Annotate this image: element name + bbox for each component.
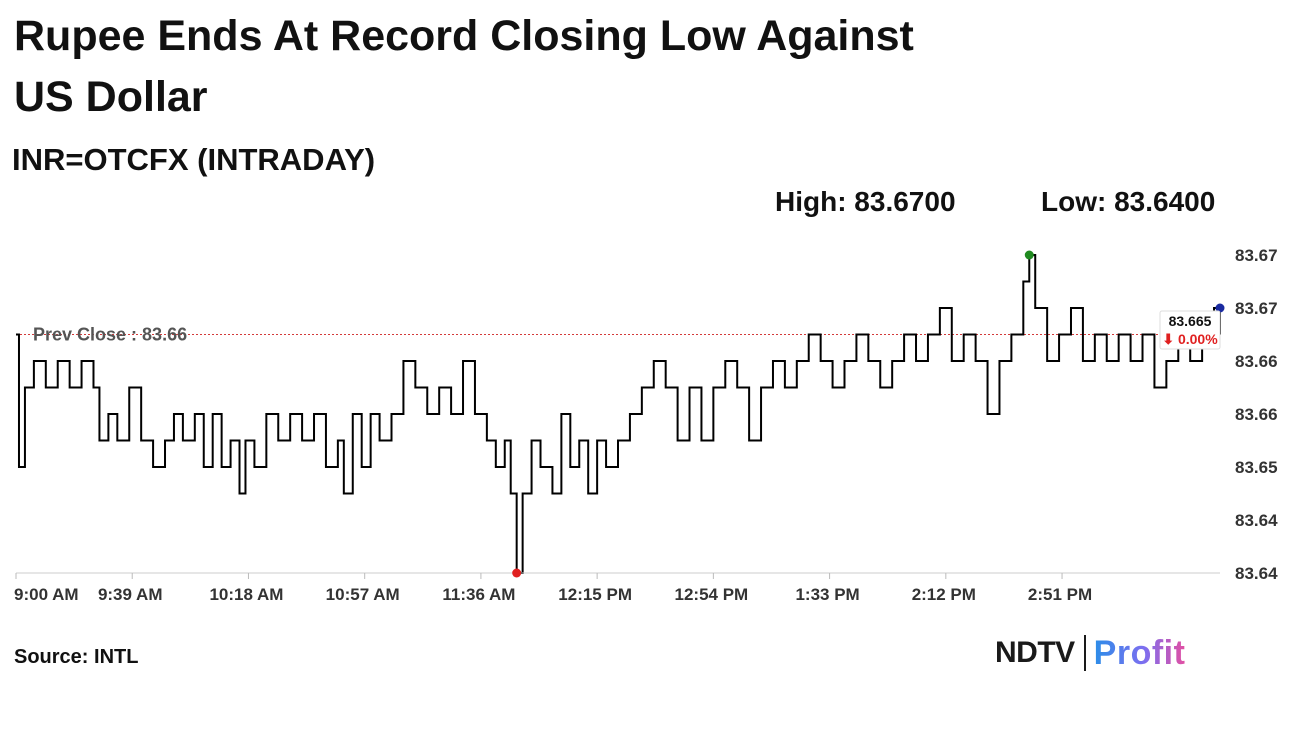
last-price-change: ⬇ 0.00% — [1162, 331, 1218, 347]
x-tick-label: 10:18 AM — [209, 585, 283, 604]
logo-divider — [1083, 635, 1086, 671]
logo-profit-text: Profit — [1093, 633, 1186, 672]
last-price-marker — [1215, 303, 1225, 313]
y-tick-label: 83.64 — [1235, 564, 1278, 583]
last-price-box: 83.665 ⬇ 0.00% — [1159, 310, 1221, 350]
x-tick-label: 11:36 AM — [442, 585, 515, 604]
ndtv-profit-logo: NDTV Profit — [995, 632, 1185, 674]
y-tick-label: 83.64 — [1235, 511, 1278, 530]
x-tick-label: 9:00 AM — [14, 585, 79, 604]
y-ticks: 83.67 83.67 83.66 83.66 83.65 83.64 83.64 — [1235, 246, 1278, 583]
series-line-0 — [16, 254, 1221, 574]
series-group — [16, 254, 1221, 574]
source-note: Source: INTL — [14, 646, 139, 668]
y-tick-label: 83.67 — [1235, 299, 1278, 318]
prev-close-label: Prev Close : 83.66 — [33, 325, 187, 345]
x-tick-label: 12:54 PM — [675, 585, 749, 604]
low-value: Low: 83.6400 — [1041, 186, 1216, 217]
x-tick-label: 12:15 PM — [558, 585, 632, 604]
chart-subtitle: INR=OTCFX (INTRADAY) — [12, 142, 376, 177]
y-tick-label: 83.66 — [1235, 352, 1278, 371]
x-ticks: 9:00 AM 9:39 AM 10:18 AM 10:57 AM 11:36 AM 12… — [14, 573, 1092, 604]
y-tick-label: 83.66 — [1235, 405, 1278, 424]
x-tick-label: 1:33 PM — [795, 585, 859, 604]
chart-title: Rupee Ends At Record Closing Low Against… — [14, 12, 914, 121]
prev-close-group: Prev Close : 83.66 — [16, 325, 1220, 345]
low-marker — [512, 568, 522, 578]
x-tick-label: 2:12 PM — [912, 585, 976, 604]
last-price-value: 83.665 — [1169, 313, 1212, 329]
x-tick-label: 9:39 AM — [98, 585, 163, 604]
y-tick-label: 83.65 — [1235, 458, 1278, 477]
x-tick-label: 2:51 PM — [1028, 585, 1092, 604]
high-value: High: 83.6700 — [775, 186, 956, 217]
y-tick-label: 83.67 — [1235, 246, 1278, 265]
markers — [512, 250, 1225, 578]
high-marker — [1024, 250, 1034, 260]
logo-ndtv-text: NDTV — [995, 636, 1075, 669]
x-tick-label: 10:57 AM — [326, 585, 400, 604]
last-price-box-bg — [1159, 310, 1221, 350]
